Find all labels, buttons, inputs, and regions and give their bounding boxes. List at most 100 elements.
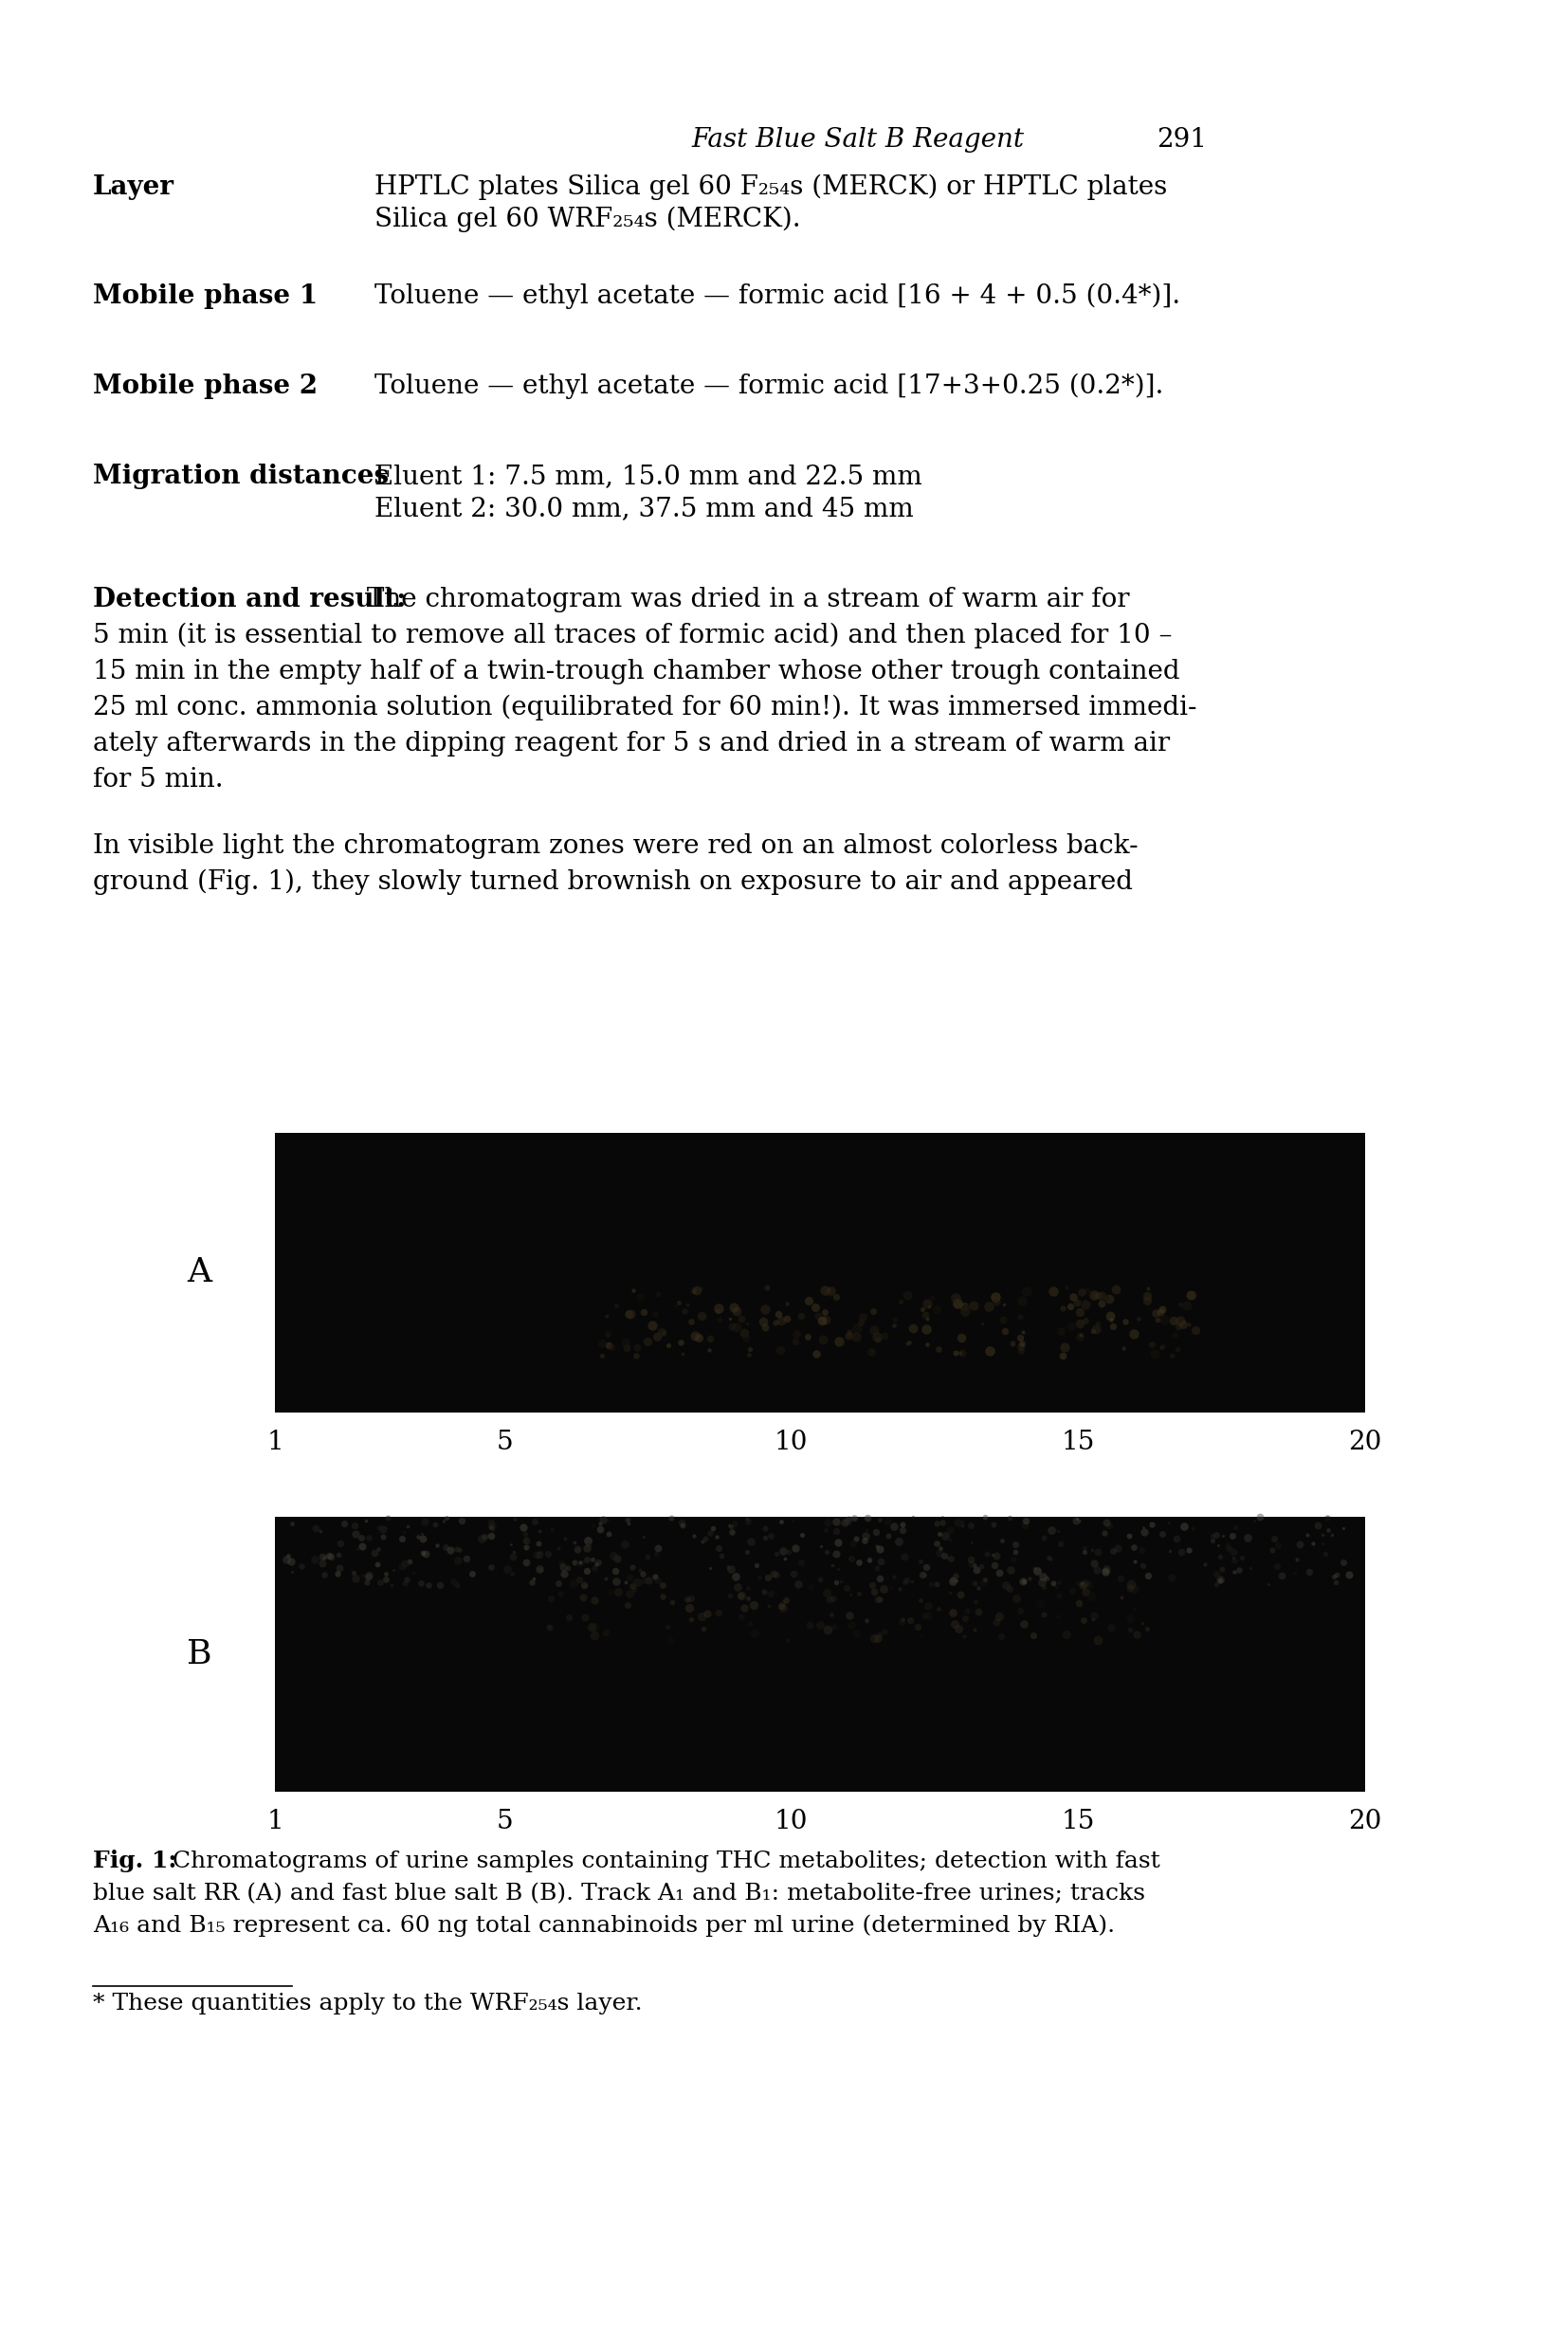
- Point: [1105, 1529, 1131, 1566]
- Point: [527, 1536, 552, 1573]
- Text: The chromatogram was dried in a stream of warm air for: The chromatogram was dried in a stream o…: [359, 586, 1129, 612]
- Point: [753, 1291, 778, 1329]
- Point: [988, 1618, 1013, 1656]
- Point: [1217, 1529, 1242, 1566]
- Point: [892, 1564, 917, 1602]
- Point: [734, 1501, 759, 1538]
- Point: [844, 1519, 869, 1557]
- Point: [946, 1503, 971, 1541]
- Point: [522, 1503, 547, 1541]
- Point: [594, 1501, 619, 1538]
- Point: [960, 1545, 985, 1583]
- Point: [844, 1613, 869, 1651]
- Point: [1148, 1294, 1173, 1331]
- Point: [751, 1573, 776, 1611]
- Point: [681, 1517, 706, 1555]
- Point: [900, 1498, 925, 1536]
- Point: [864, 1529, 889, 1566]
- Point: [426, 1566, 452, 1604]
- Point: [406, 1517, 431, 1555]
- Point: [1131, 1545, 1156, 1583]
- Point: [808, 1606, 833, 1644]
- Point: [875, 1517, 900, 1555]
- Point: [991, 1287, 1016, 1324]
- Point: [527, 1512, 552, 1550]
- Point: [1261, 1531, 1286, 1569]
- Point: [715, 1548, 740, 1585]
- Point: [1085, 1621, 1110, 1658]
- Point: [1035, 1559, 1060, 1597]
- Point: [1116, 1517, 1142, 1555]
- Point: [437, 1531, 463, 1569]
- Point: [891, 1505, 916, 1543]
- Point: [478, 1508, 503, 1545]
- Point: [644, 1275, 670, 1312]
- Point: [1093, 1552, 1118, 1590]
- Point: [1088, 1284, 1113, 1322]
- Point: [924, 1291, 949, 1329]
- Point: [947, 1609, 972, 1646]
- Point: [1068, 1294, 1093, 1331]
- Point: [1134, 1611, 1159, 1649]
- Point: [588, 1505, 613, 1543]
- Point: [373, 1555, 398, 1592]
- Point: [303, 1541, 328, 1578]
- Point: [724, 1308, 750, 1345]
- Point: [1262, 1519, 1287, 1557]
- Point: [887, 1569, 913, 1606]
- Point: [775, 1284, 800, 1322]
- Point: [847, 1573, 872, 1611]
- Point: [646, 1529, 671, 1566]
- Point: [693, 1519, 718, 1557]
- Point: [1123, 1312, 1148, 1350]
- Point: [919, 1566, 944, 1604]
- Point: [328, 1524, 353, 1562]
- Point: [971, 1564, 996, 1602]
- Point: [997, 1571, 1022, 1609]
- Point: [855, 1498, 880, 1536]
- Point: [1004, 1524, 1029, 1562]
- Point: [1051, 1289, 1076, 1327]
- Point: [944, 1562, 969, 1599]
- Point: [718, 1298, 743, 1336]
- Point: [575, 1526, 601, 1564]
- Point: [695, 1595, 720, 1632]
- Point: [325, 1555, 350, 1592]
- Point: [1038, 1541, 1063, 1578]
- Point: [878, 1569, 903, 1606]
- Point: [503, 1501, 528, 1538]
- Point: [1204, 1566, 1229, 1604]
- Point: [392, 1512, 417, 1550]
- Point: [858, 1541, 883, 1578]
- Point: [1135, 1557, 1160, 1595]
- Point: [317, 1538, 342, 1576]
- Point: [809, 1303, 834, 1341]
- Point: [851, 1522, 877, 1559]
- Point: [931, 1536, 956, 1573]
- Point: [1046, 1597, 1071, 1635]
- Point: [624, 1336, 649, 1374]
- Point: [1206, 1526, 1231, 1564]
- Point: [342, 1555, 367, 1592]
- Point: [823, 1512, 848, 1550]
- Point: [782, 1529, 808, 1566]
- Point: [720, 1308, 745, 1345]
- Point: [1073, 1529, 1098, 1566]
- Point: [400, 1555, 425, 1592]
- Point: [626, 1329, 651, 1367]
- Point: [1121, 1571, 1146, 1609]
- Text: 20: 20: [1348, 1430, 1381, 1456]
- Point: [706, 1595, 731, 1632]
- Point: [916, 1324, 941, 1362]
- Point: [966, 1592, 991, 1630]
- Text: Detection and result:: Detection and result:: [93, 586, 406, 612]
- Point: [571, 1566, 596, 1604]
- Point: [655, 1609, 681, 1646]
- Point: [815, 1503, 840, 1541]
- Point: [1331, 1510, 1356, 1548]
- Point: [356, 1519, 381, 1557]
- Point: [594, 1315, 619, 1352]
- Point: [1171, 1508, 1196, 1545]
- Point: [1085, 1305, 1110, 1343]
- Point: [867, 1559, 892, 1597]
